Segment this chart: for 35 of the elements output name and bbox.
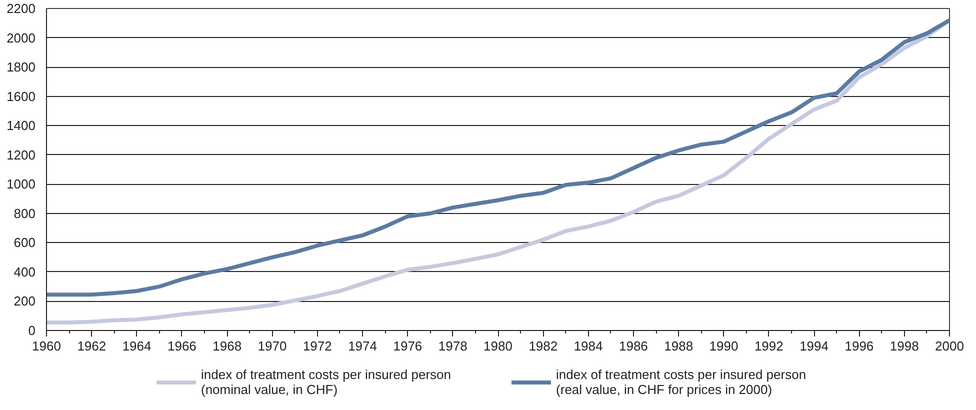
y-tick-label: 600 (14, 235, 36, 250)
legend-label: index of treatment costs per insured person (nominal value, in CHF) (201, 367, 452, 397)
y-tick-label: 1400 (6, 118, 36, 134)
x-tick-label: 1960 (32, 338, 61, 354)
y-tick-label: 0 (28, 323, 36, 338)
y-tick-label: 2200 (6, 1, 36, 16)
x-tick-label: 1964 (122, 338, 152, 354)
y-tick-label: 1800 (6, 60, 36, 75)
x-tick-label: 1962 (77, 338, 106, 354)
y-tick-label: 2000 (6, 30, 36, 46)
y-tick-label: 200 (14, 294, 36, 309)
x-tick-label: 1978 (438, 338, 468, 354)
x-tick-label: 1968 (212, 338, 242, 354)
x-tick-label: 1974 (348, 338, 378, 354)
x-tick-label: 1980 (484, 338, 512, 354)
x-tick-label: 1996 (844, 338, 874, 354)
x-tick-label: 1998 (890, 338, 919, 354)
x-tick-label: 1990 (709, 338, 738, 354)
x-tick-label: 1970 (258, 338, 287, 354)
x-tick-label: 1988 (664, 338, 694, 354)
legend-label: index of treatment costs per insured person (real value, in CHF for prices in 2000) (556, 367, 806, 397)
y-tick-label: 1000 (6, 176, 36, 192)
x-tick-label: 2000 (935, 338, 964, 354)
y-tick-label: 1600 (6, 88, 36, 104)
x-tick-label: 1986 (618, 338, 648, 354)
x-tick-label: 1966 (167, 338, 196, 354)
x-tick-label: 1972 (302, 338, 332, 354)
x-tick-label: 1994 (800, 338, 829, 354)
y-tick-label: 1200 (6, 147, 36, 162)
y-tick-label: 800 (14, 206, 36, 221)
x-tick-label: 1992 (754, 338, 784, 354)
y-tick-label: 400 (14, 264, 36, 280)
x-tick-label: 1976 (393, 338, 422, 354)
x-tick-label: 1984 (574, 338, 603, 354)
x-tick-label: 1982 (528, 338, 558, 354)
